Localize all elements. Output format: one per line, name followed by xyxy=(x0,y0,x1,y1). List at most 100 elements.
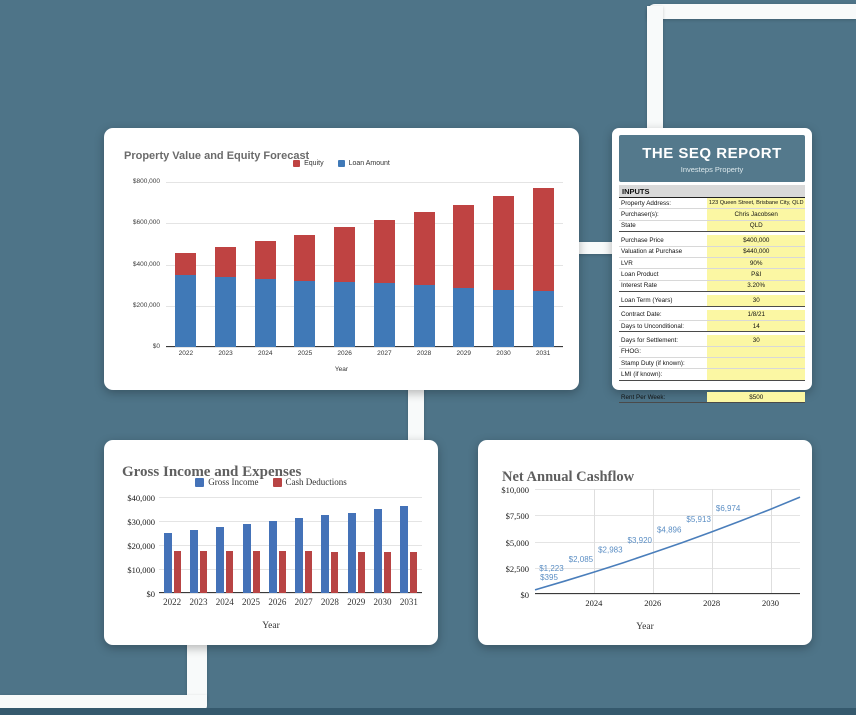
legend-item: Equity xyxy=(293,160,324,167)
table-row: Valuation at Purchase $440,000 xyxy=(619,246,805,258)
y-axis-tick-label: $800,000 xyxy=(132,178,160,185)
x-axis-tick-label: 2029 xyxy=(347,597,366,607)
seq-report-card: THE SEQ REPORT Investeps Property INPUTS… xyxy=(612,128,812,404)
y-axis-tick-label: $0 xyxy=(146,589,156,599)
stacked-bar xyxy=(175,252,197,347)
equity-segment xyxy=(175,252,197,275)
stacked-bar xyxy=(334,227,356,347)
bar-pair xyxy=(189,529,207,593)
table-row: Purchase Price $400,000 xyxy=(619,235,805,247)
bar-pair xyxy=(400,506,418,593)
row-label: LMI (if known): xyxy=(621,371,663,379)
x-axis-line xyxy=(166,346,563,347)
stacked-bar xyxy=(294,234,316,347)
row-label: Interest Rate xyxy=(621,282,658,290)
x-axis-tick-label: 2026 xyxy=(268,597,287,607)
gridline-vertical xyxy=(652,489,654,594)
bar-column xyxy=(325,227,365,347)
equity-segment xyxy=(492,196,514,290)
data-point-label: $3,920 xyxy=(628,536,653,545)
bottom-edge-strip xyxy=(0,708,856,715)
legend-swatch xyxy=(195,477,205,487)
bar-pair xyxy=(321,515,339,593)
bar-pair xyxy=(295,518,313,593)
y-axis-tick-label: $40,000 xyxy=(127,493,155,503)
chart-legend: Gross Income Cash Deductions xyxy=(104,477,438,487)
table-row: Stamp Duty (if known): xyxy=(619,358,805,370)
gross-income-card: Gross Income and Expenses Gross Income Ca… xyxy=(104,440,438,645)
row-label: Days for Settlement: xyxy=(621,336,679,344)
bar-pair xyxy=(268,521,286,593)
bar-column xyxy=(159,532,185,593)
bar-column xyxy=(212,527,238,593)
row-value: $440,000 xyxy=(707,246,805,257)
x-axis-tick-label: 2025 xyxy=(242,597,261,607)
gridline xyxy=(166,182,563,183)
row-value: 90% xyxy=(707,257,805,269)
x-axis-labels: 2022 2023 2024 2025 2026 2027 2028 2029 2030 2031 xyxy=(166,350,563,357)
table-row: Rent Per Week: $500 xyxy=(619,391,805,403)
data-point-label: $4,896 xyxy=(657,526,682,535)
table-row: Contract Date: 1/8/21 xyxy=(619,309,805,321)
gross-income-bar xyxy=(400,506,409,593)
cash-deductions-bar xyxy=(199,551,207,593)
x-axis-tick-label: 2022 xyxy=(178,350,194,357)
y-axis-tick-label: $20,000 xyxy=(127,541,155,551)
bar-column xyxy=(404,212,444,347)
gridline-vertical xyxy=(711,489,713,594)
y-axis-tick-label: $200,000 xyxy=(132,301,160,309)
x-axis-tick-label: 2026 xyxy=(337,350,352,357)
x-axis-tick-label: 2031 xyxy=(399,597,418,607)
row-value: Chris Jacobsen xyxy=(707,209,805,220)
gridline xyxy=(159,569,422,570)
gridline xyxy=(159,521,422,522)
gridline xyxy=(166,264,563,266)
cash-deductions-bar xyxy=(357,551,365,593)
row-label: State xyxy=(621,222,636,230)
gridline-vertical xyxy=(593,489,595,594)
row-label: Stamp Duty (if known): xyxy=(621,359,685,367)
bar-column xyxy=(523,187,563,347)
gridline xyxy=(159,593,422,594)
legend-label: Loan Amount xyxy=(348,160,390,167)
loan-segment xyxy=(334,282,356,347)
connector-top-right-horizontal xyxy=(647,4,856,19)
legend-item: Cash Deductions xyxy=(272,477,347,487)
loan-segment xyxy=(254,278,276,347)
cash-deductions-bar xyxy=(252,551,260,593)
property-forecast-card: Property Value and Equity Forecast Equit… xyxy=(104,128,579,390)
x-axis-tick-label: 2024 xyxy=(215,597,234,607)
equity-segment xyxy=(215,246,237,277)
data-point-label: $395 xyxy=(540,573,558,582)
table-row: Interest Rate 3.20% xyxy=(619,280,805,292)
chart-legend: Equity Loan Amount xyxy=(104,160,579,167)
stacked-bar-plot xyxy=(166,182,563,348)
legend-swatch xyxy=(272,477,282,487)
y-axis-tick-label: $7,500 xyxy=(505,511,529,522)
equity-segment xyxy=(254,240,276,279)
grouped-bar-plot xyxy=(159,497,422,594)
gross-income-bar xyxy=(374,509,383,593)
bar-pair xyxy=(216,527,234,593)
loan-segment xyxy=(373,283,395,347)
row-label: Days to Unconditional: xyxy=(621,322,685,330)
stacked-bar xyxy=(453,205,475,347)
x-axis-tick-label: 2022 xyxy=(163,597,182,607)
y-axis-tick-label: $5,000 xyxy=(505,537,529,548)
bar-pair xyxy=(163,532,181,593)
chart-title: Gross Income and Expenses xyxy=(122,464,302,481)
bar-column xyxy=(343,512,369,593)
connector-top-right-vertical xyxy=(647,6,663,130)
bar-column xyxy=(166,252,206,347)
bar-column xyxy=(290,518,316,593)
connector-chart-to-report xyxy=(576,242,614,254)
loan-segment xyxy=(532,291,554,347)
gridline xyxy=(535,594,800,595)
cash-deductions-bar xyxy=(331,551,339,593)
x-axis-title: Year xyxy=(262,621,280,631)
loan-segment xyxy=(453,287,475,347)
stacked-bar xyxy=(373,219,395,347)
stacked-bar xyxy=(413,212,435,347)
gridline xyxy=(535,541,800,543)
